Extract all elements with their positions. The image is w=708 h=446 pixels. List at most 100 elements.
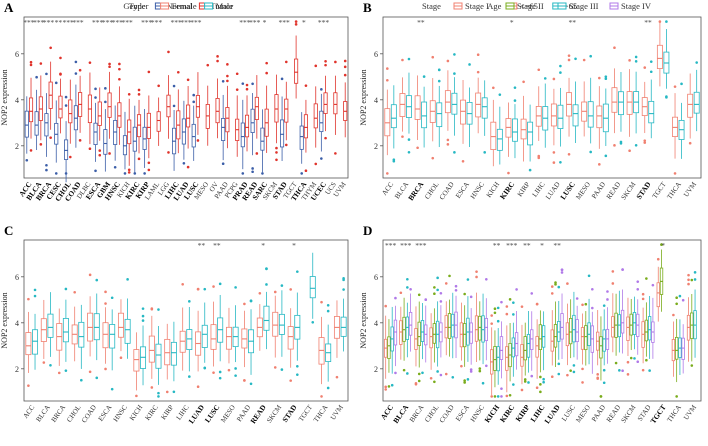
outlier-point	[394, 296, 397, 300]
category-gbm: ***GBM	[95, 18, 114, 200]
box-normal	[34, 75, 39, 151]
outlier-point	[537, 68, 541, 72]
box-iqr	[490, 121, 497, 150]
outlier-point	[407, 150, 411, 154]
outlier-point	[94, 96, 97, 99]
outlier-point	[466, 278, 470, 281]
outlier-point	[245, 83, 249, 87]
box-iqr	[210, 324, 217, 350]
box-stage4	[469, 295, 473, 373]
box-iqr	[514, 332, 519, 357]
outlier-point	[320, 395, 323, 398]
box-male	[340, 277, 347, 352]
outlier-point	[226, 74, 229, 78]
box-old	[421, 75, 428, 148]
box-stage1	[459, 302, 464, 368]
box-stage1	[641, 292, 645, 372]
box-iqr	[535, 336, 539, 358]
outlier-point	[436, 370, 439, 373]
box-iqr	[417, 321, 421, 346]
category-esca: ESCA	[97, 290, 116, 423]
box-stage2	[387, 319, 391, 388]
box-stage1	[686, 273, 691, 362]
outlier-point	[629, 356, 633, 360]
box-young	[550, 77, 557, 164]
significance-label: *	[540, 241, 544, 250]
box-male	[278, 284, 285, 371]
box-male	[47, 292, 54, 367]
significance-label: **	[198, 241, 206, 250]
outlier-point	[42, 361, 46, 364]
category-thca: *THCA	[289, 18, 309, 203]
plot-frame	[382, 239, 702, 402]
outlier-point	[95, 278, 99, 282]
box-stage3	[647, 295, 652, 372]
outlier-point	[25, 158, 29, 162]
outlier-point	[496, 306, 500, 310]
box-male	[93, 278, 100, 380]
outlier-point	[320, 88, 323, 91]
box-stage3	[526, 311, 531, 384]
box-iqr	[136, 114, 142, 138]
y-tick-label: 2	[15, 142, 19, 151]
box-iqr	[260, 127, 265, 151]
outlier-point	[342, 278, 345, 282]
box-tumor	[244, 83, 250, 152]
box-iqr	[133, 349, 140, 372]
x-tick-label: LUSC	[203, 403, 222, 424]
box-iqr	[538, 324, 543, 350]
outlier-point	[45, 168, 48, 172]
box-stage4	[499, 300, 504, 398]
category-luad: ** LUAD	[542, 241, 564, 425]
category-paad: PAAD	[213, 63, 230, 200]
y-tick-label: 6	[374, 50, 378, 59]
box-stage2	[553, 281, 558, 367]
significance-label: **	[644, 18, 652, 27]
box-iqr	[429, 327, 433, 349]
box-iqr	[155, 343, 162, 369]
outlier-point	[500, 387, 503, 390]
box-iqr	[186, 104, 191, 128]
significance-label: ***	[400, 241, 412, 250]
box-iqr	[225, 326, 232, 350]
outlier-point	[505, 305, 509, 308]
box-tumor	[48, 46, 53, 139]
outlier-point	[104, 100, 107, 104]
panel-label: A	[4, 0, 14, 15]
box-iqr	[146, 112, 151, 139]
outlier-point	[645, 277, 648, 280]
box-stage3	[466, 278, 470, 381]
outlier-point	[68, 155, 72, 159]
significance-label: ***	[43, 18, 55, 27]
box-iqr	[626, 316, 630, 341]
outlier-point	[658, 20, 662, 23]
box-iqr	[24, 110, 29, 138]
box-stage4	[484, 277, 488, 368]
category-thca: THCA	[312, 300, 332, 424]
box-iqr	[526, 334, 531, 358]
outlier-point	[522, 80, 525, 84]
x-tick-label: BRCA	[50, 404, 67, 424]
category-hnsc: ***HNSC	[103, 18, 123, 202]
outlier-point	[433, 292, 436, 296]
outlier-point	[628, 59, 631, 62]
outlier-point	[606, 298, 609, 301]
legend-entry: Male	[216, 1, 234, 11]
outlier-point	[527, 381, 530, 384]
outlier-point	[384, 304, 387, 308]
box-normal	[73, 60, 78, 148]
box-female	[148, 307, 155, 389]
outlier-point	[446, 138, 450, 142]
box-stage3	[693, 271, 697, 358]
box-iqr	[299, 125, 304, 150]
outlier-point	[542, 377, 545, 381]
outlier-point	[448, 274, 451, 278]
legend-title: Stage	[422, 1, 441, 11]
outlier-point	[243, 302, 246, 306]
outlier-point	[436, 288, 439, 292]
significance-label: **	[417, 18, 425, 27]
y-tick-label: 4	[374, 96, 378, 105]
box-stage2	[599, 316, 603, 398]
box-normal	[64, 95, 69, 183]
outlier-point	[226, 79, 229, 83]
